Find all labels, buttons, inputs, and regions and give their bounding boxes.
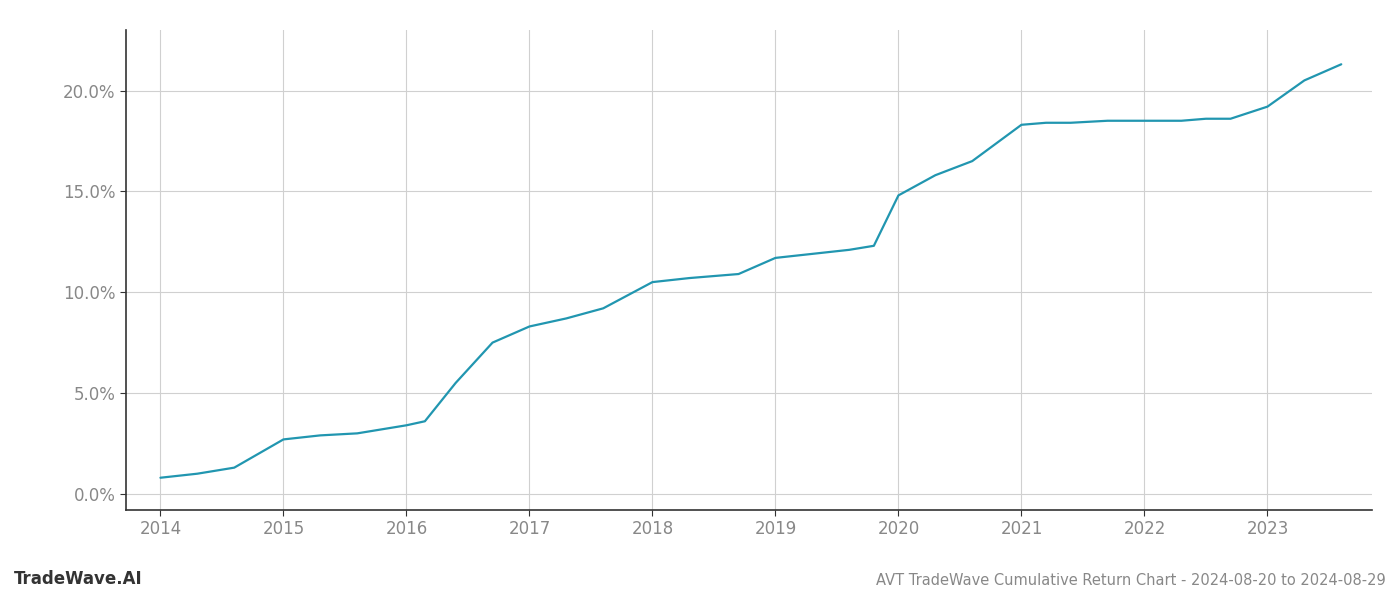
Text: AVT TradeWave Cumulative Return Chart - 2024-08-20 to 2024-08-29: AVT TradeWave Cumulative Return Chart - … — [876, 573, 1386, 588]
Text: TradeWave.AI: TradeWave.AI — [14, 570, 143, 588]
